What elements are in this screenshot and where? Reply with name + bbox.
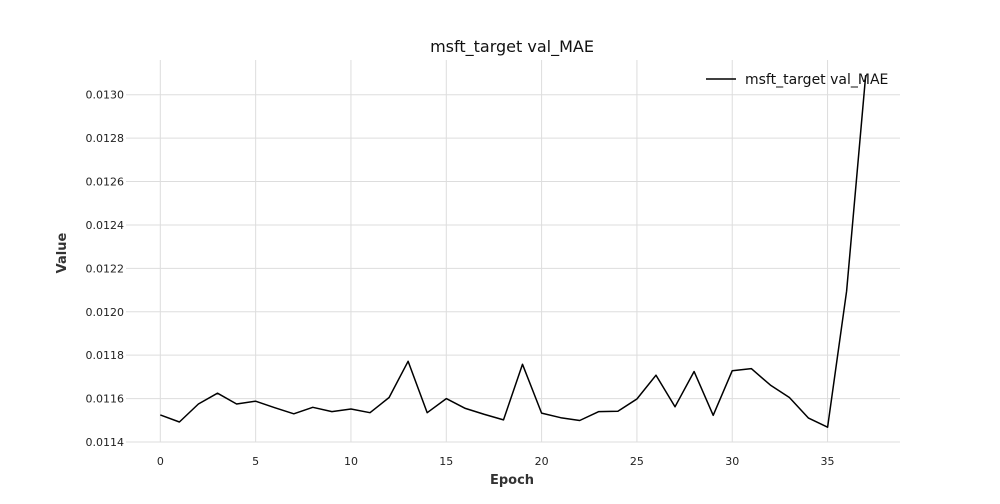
x-tick-label: 10 [344,455,358,468]
y-axis-title: Value [55,232,70,273]
chart-title: msft_target val_MAE [430,37,594,57]
series-layer [160,75,867,428]
series-line [160,75,867,428]
x-tick-label: 15 [439,455,453,468]
grid [126,60,900,443]
y-tick-label: 0.0124 [86,219,125,232]
x-tick-label: 35 [821,455,835,468]
x-tick-label: 25 [630,455,644,468]
y-tick-label: 0.0118 [86,349,125,362]
y-tick-label: 0.0128 [86,132,125,145]
x-tick-label: 0 [157,455,164,468]
x-tick-label: 30 [725,455,739,468]
y-tick-label: 0.0120 [86,306,125,319]
y-tick-label: 0.0122 [86,262,125,275]
legend: msft_target val_MAE [706,72,888,88]
y-tick-label: 0.0126 [86,176,125,189]
y-tick-label: 0.0116 [86,393,125,406]
x-tick-label: 20 [535,455,549,468]
x-axis-title: Epoch [490,473,534,488]
legend-label: msft_target val_MAE [745,72,888,88]
y-tick-label: 0.0114 [86,436,125,449]
tick-labels: 0 5 10 15 20 25 30 35 0.0114 0.0116 0.0118 0.0120 0.… [86,89,835,468]
x-tick-label: 5 [252,455,259,468]
y-tick-label: 0.0130 [86,89,125,102]
